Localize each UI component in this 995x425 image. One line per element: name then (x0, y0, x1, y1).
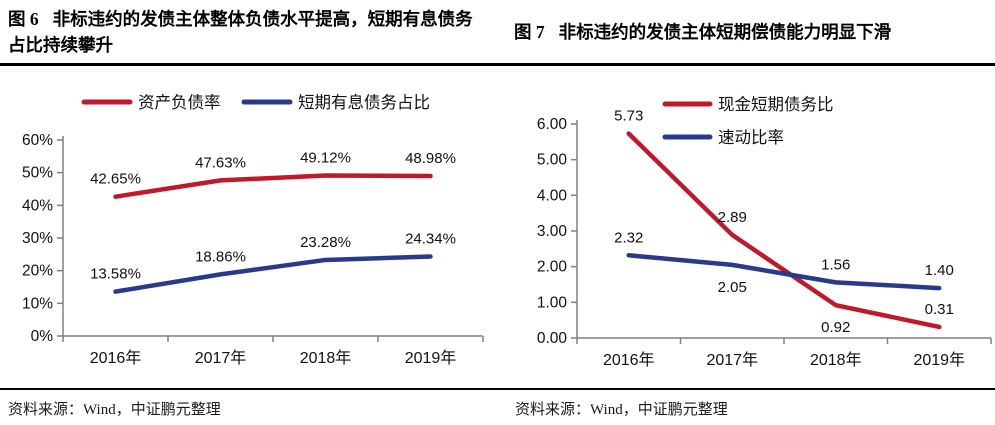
x-category-label: 2019年 (405, 349, 457, 367)
x-category-label: 2016年 (603, 351, 655, 369)
data-point-label: 47.63% (195, 154, 246, 171)
figure-7-number: 图 7 (514, 22, 545, 42)
data-point-label: 2.32 (614, 229, 643, 246)
chart-canvas: 0% 10% 20% 30% 40% 50% 60% 2016年 2017年 2018年 2019年… (22, 93, 484, 367)
data-point-label: 48.98% (405, 150, 456, 167)
figure-7-source: 资料来源：Wind，中证鹏元整理 (497, 388, 995, 422)
y-tick-label: 10% (22, 295, 53, 312)
y-tick-label: 40% (22, 197, 53, 214)
data-point-label: 0.31 (925, 301, 954, 318)
data-point-label: 5.73 (614, 108, 643, 125)
y-tick-label: 2.00 (537, 259, 568, 276)
series-line (113, 173, 433, 199)
y-tick-label: 3.00 (537, 223, 568, 240)
data-point-label: 1.40 (925, 262, 954, 279)
y-tick-label: 0% (31, 328, 54, 345)
y-tick-label: 1.00 (537, 294, 568, 311)
chart-canvas: 0.00 1.00 2.00 3.00 4.00 5.00 6.00 2016年 2017年 20… (537, 95, 992, 369)
y-tick-label: 50% (22, 165, 53, 182)
legend-label: 资产负债率 (138, 93, 221, 112)
figure-6-chart: 0% 10% 20% 30% 40% 50% 60% 2016年 2017年 2018年 2019年… (0, 66, 497, 388)
figure-6-title-text: 非标违约的发债主体整体负债水平提高，短期有息债务占比持续攀升 (8, 9, 473, 55)
y-tick-label: 4.00 (537, 187, 568, 204)
figure-7-title: 图 7 非标违约的发债主体短期偿债能力明显下滑 (497, 0, 995, 66)
figure-6-title: 图 6 非标违约的发债主体整体负债水平提高，短期有息债务占比持续攀升 (0, 0, 497, 66)
data-point-label: 0.92 (821, 319, 850, 336)
legend-label: 速动比率 (718, 128, 784, 147)
figure-7-title-text: 非标违约的发债主体短期偿债能力明显下滑 (558, 22, 892, 42)
series-line (626, 131, 942, 330)
data-point-label: 2.05 (718, 279, 747, 296)
data-point-label: 13.58% (90, 266, 141, 283)
y-tick-label: 6.00 (537, 116, 568, 133)
legend-label: 现金短期债务比 (718, 95, 834, 114)
figure-7-chart: 0.00 1.00 2.00 3.00 4.00 5.00 6.00 2016年 2017年 20… (497, 66, 995, 388)
data-point-label: 23.28% (300, 234, 351, 251)
x-category-label: 2018年 (300, 349, 352, 367)
series-line (626, 253, 942, 291)
figure-7-panel: 图 7 非标违约的发债主体短期偿债能力明显下滑 0.00 1.00 2.00 3.00 4… (497, 0, 995, 425)
data-point-label: 18.86% (195, 248, 246, 265)
x-category-label: 2016年 (90, 349, 142, 367)
figure-6-source: 资料来源：Wind，中证鹏元整理 (0, 388, 497, 422)
y-tick-label: 30% (22, 230, 53, 247)
figure-6-number: 图 6 (8, 9, 39, 29)
y-tick-label: 5.00 (537, 152, 568, 169)
legend-label: 短期有息债务占比 (298, 93, 430, 112)
data-point-label: 1.56 (821, 256, 850, 273)
data-point-label: 49.12% (300, 150, 351, 167)
series-line (113, 254, 433, 294)
data-point-label: 2.89 (718, 209, 747, 226)
x-category-label: 2019年 (913, 351, 965, 369)
data-point-label: 42.65% (90, 171, 141, 188)
figure-6-panel: 图 6 非标违约的发债主体整体负债水平提高，短期有息债务占比持续攀升 0% 10% 2… (0, 0, 497, 425)
y-tick-label: 0.00 (537, 330, 568, 347)
data-point-label: 24.34% (405, 230, 456, 247)
x-category-label: 2018年 (810, 351, 862, 369)
y-tick-label: 20% (22, 263, 53, 280)
y-tick-label: 60% (22, 132, 53, 149)
x-category-label: 2017年 (195, 349, 247, 367)
x-category-label: 2017年 (706, 351, 758, 369)
